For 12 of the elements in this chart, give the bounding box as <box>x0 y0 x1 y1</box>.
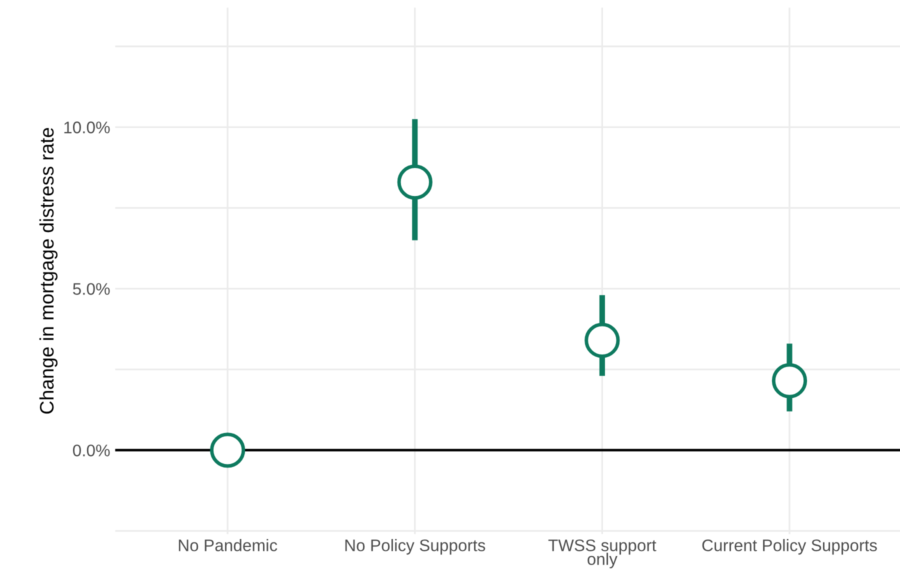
y-tick-label: 10.0% <box>64 122 110 134</box>
x-tick-label: Current Policy Supports <box>702 539 877 555</box>
point <box>397 164 432 200</box>
y-axis-title: Change in mortgage distress rate <box>39 128 58 414</box>
y-tick-label: 5.0% <box>73 283 110 295</box>
point <box>210 432 246 468</box>
y-tick-label: 0.0% <box>73 444 110 456</box>
x-tick-label: No Policy Supports <box>345 539 486 555</box>
point <box>584 322 620 358</box>
x-tick-label: No Pandemic <box>178 539 278 552</box>
x-tick-label: TWSS support only <box>548 539 656 568</box>
point <box>772 363 808 398</box>
